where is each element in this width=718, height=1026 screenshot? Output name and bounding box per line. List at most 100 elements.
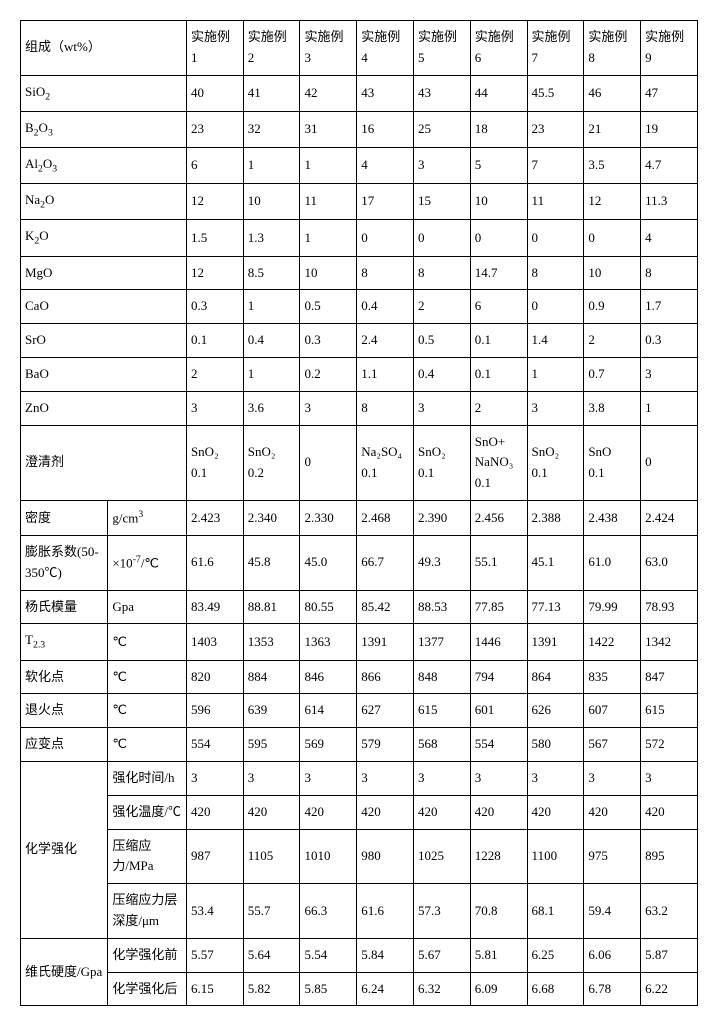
cell: 0.7 — [584, 357, 641, 391]
cell: 2.390 — [414, 500, 471, 535]
cell: 2.424 — [641, 500, 698, 535]
cell: 63.0 — [641, 536, 698, 591]
table-row: BaO210.21.10.40.110.73 — [21, 357, 698, 391]
cell: 79.99 — [584, 590, 641, 624]
cell: 2 — [470, 391, 527, 425]
cell: 21 — [584, 111, 641, 147]
cell: 77.85 — [470, 590, 527, 624]
cell: 1.7 — [641, 290, 698, 324]
cell: 614 — [300, 694, 357, 728]
row-label: K2O — [21, 220, 187, 256]
cell: 3 — [300, 391, 357, 425]
unit: g/cm3 — [108, 500, 187, 535]
cell: 61.0 — [584, 536, 641, 591]
cell: 1363 — [300, 624, 357, 660]
cell: 3 — [186, 391, 243, 425]
table-row: 维氏硬度/Gpa化学强化前5.575.645.545.845.675.816.2… — [21, 938, 698, 972]
cell: 2.423 — [186, 500, 243, 535]
cell: 6.68 — [527, 972, 584, 1006]
table-row: SrO0.10.40.32.40.50.11.420.3 — [21, 324, 698, 358]
col-header: 实施例 6 — [470, 21, 527, 76]
cell: SnO₂0.1 — [186, 425, 243, 500]
cell: 567 — [584, 728, 641, 762]
cell: 68.1 — [527, 884, 584, 939]
cell: 45.5 — [527, 75, 584, 111]
cell: 2.340 — [243, 500, 300, 535]
table-row: 杨氏模量Gpa83.4988.8180.5585.4288.5377.8577.… — [21, 590, 698, 624]
cell: 78.93 — [641, 590, 698, 624]
row-label: SrO — [21, 324, 187, 358]
cell: 55.7 — [243, 884, 300, 939]
cell: 31 — [300, 111, 357, 147]
cell: SnO+NaNO₃0.1 — [470, 425, 527, 500]
cell: 1 — [527, 357, 584, 391]
cell: 987 — [186, 829, 243, 884]
cell: 32 — [243, 111, 300, 147]
cell: 8 — [414, 256, 471, 290]
cell: 83.49 — [186, 590, 243, 624]
cell: 820 — [186, 660, 243, 694]
cell: 5.54 — [300, 938, 357, 972]
cell: 45.1 — [527, 536, 584, 591]
cell: 3 — [186, 762, 243, 796]
cell: 615 — [414, 694, 471, 728]
cell: 572 — [641, 728, 698, 762]
cell: 12 — [186, 256, 243, 290]
cell: 3 — [357, 762, 414, 796]
table-row: 压缩应力层深度/μm53.455.766.361.657.370.868.159… — [21, 884, 698, 939]
cell: 4 — [641, 220, 698, 256]
cell: 11 — [300, 184, 357, 220]
cell: 975 — [584, 829, 641, 884]
cell: 3 — [300, 762, 357, 796]
cell: 1100 — [527, 829, 584, 884]
row-label: BaO — [21, 357, 187, 391]
cell: 57.3 — [414, 884, 471, 939]
sub-label: 强化温度/℃ — [108, 795, 187, 829]
table-row: 膨胀系数(50-350℃)×10-7/℃61.645.845.066.749.3… — [21, 536, 698, 591]
cell: 2.388 — [527, 500, 584, 535]
table-row: Na2O121011171510111211.3 — [21, 184, 698, 220]
col-header: 实施例 9 — [641, 21, 698, 76]
cell: 46 — [584, 75, 641, 111]
cell: 0.3 — [186, 290, 243, 324]
table-row: 强化温度/℃420420420420420420420420420 — [21, 795, 698, 829]
cell: 6 — [470, 290, 527, 324]
cell: 607 — [584, 694, 641, 728]
table-row: 软化点℃820884846866848794864835847 — [21, 660, 698, 694]
cell: 63.2 — [641, 884, 698, 939]
cell: 7 — [527, 147, 584, 183]
table-row: B2O3233231162518232119 — [21, 111, 698, 147]
cell: 88.81 — [243, 590, 300, 624]
cell: 0 — [357, 220, 414, 256]
sub-label: 压缩应力/MPa — [108, 829, 187, 884]
cell: 2 — [186, 357, 243, 391]
cell: 14.7 — [470, 256, 527, 290]
cell: 420 — [641, 795, 698, 829]
cell: 0 — [584, 220, 641, 256]
sub-label: 压缩应力层深度/μm — [108, 884, 187, 939]
cell: 895 — [641, 829, 698, 884]
cell: 847 — [641, 660, 698, 694]
cell: 5.67 — [414, 938, 471, 972]
cell: 40 — [186, 75, 243, 111]
unit: ℃ — [108, 660, 187, 694]
cell: 864 — [527, 660, 584, 694]
cell: 6.78 — [584, 972, 641, 1006]
cell: 8 — [357, 391, 414, 425]
cell: 61.6 — [357, 884, 414, 939]
cell: 3.6 — [243, 391, 300, 425]
cell: 580 — [527, 728, 584, 762]
cell: 2.456 — [470, 500, 527, 535]
cell: 420 — [186, 795, 243, 829]
cell: 1 — [300, 147, 357, 183]
cell: 85.42 — [357, 590, 414, 624]
cell: SnO0.1 — [584, 425, 641, 500]
cell: 1342 — [641, 624, 698, 660]
cell: 70.8 — [470, 884, 527, 939]
cell: 1403 — [186, 624, 243, 660]
cell: 18 — [470, 111, 527, 147]
table-row: MgO128.5108814.78108 — [21, 256, 698, 290]
cell: 42 — [300, 75, 357, 111]
col-header: 实施例 2 — [243, 21, 300, 76]
cell: 0 — [414, 220, 471, 256]
